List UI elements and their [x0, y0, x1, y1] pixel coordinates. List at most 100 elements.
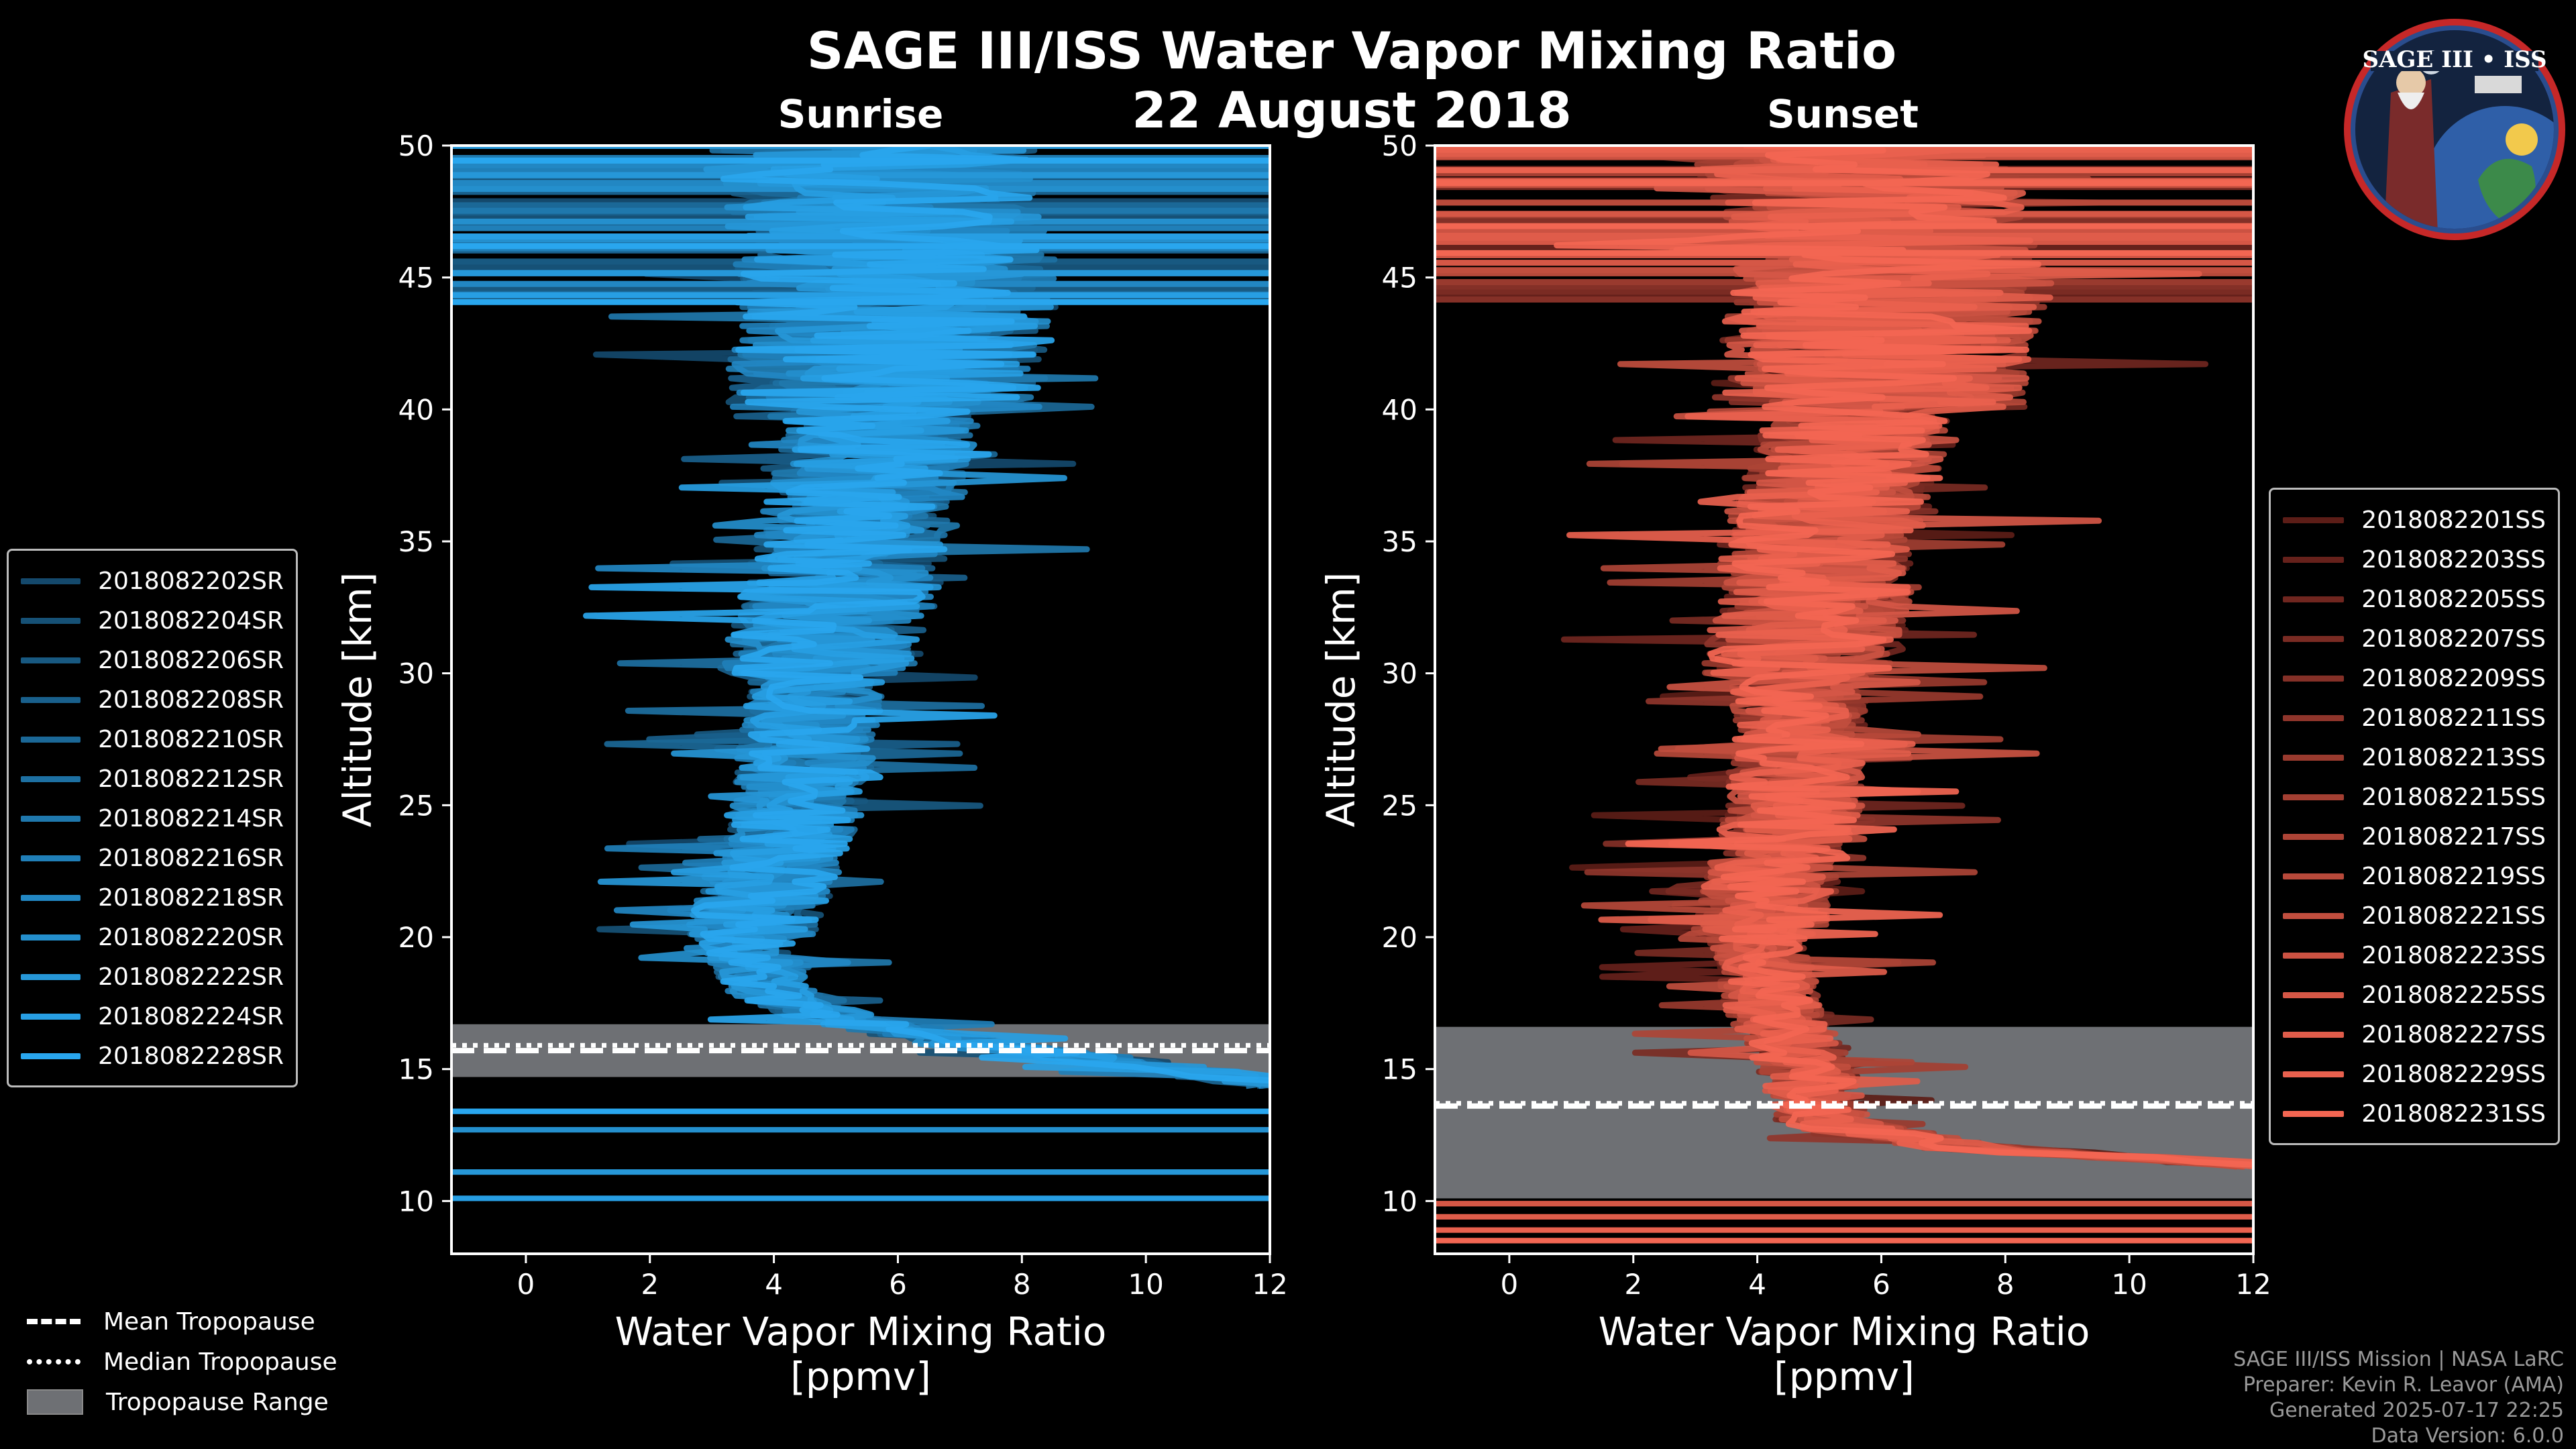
legend-swatch [2283, 676, 2345, 682]
legend-swatch [2283, 596, 2345, 602]
legend-item: 2018082211SS [2283, 698, 2546, 738]
y-tick-label: 20 [1382, 921, 1417, 954]
legend-item: 2018082205SS [2283, 580, 2546, 619]
chart-title: SAGE III/ISS Water Vapor Mixing Ratio [807, 21, 1897, 80]
legend-label: 2018082216SR [98, 845, 284, 872]
y-tick-label: 50 [398, 129, 434, 162]
plot-area [451, 146, 1270, 1201]
legend-swatch [2283, 913, 2345, 919]
legend-item: 2018082210SR [21, 720, 284, 759]
panel-title: Sunrise [778, 91, 944, 137]
legend-swatch [21, 697, 81, 703]
credit-line: Data Version: 6.0.0 [2371, 1424, 2564, 1448]
trop-legend-swatch [27, 1389, 83, 1415]
legend-label: 2018082222SR [98, 963, 284, 991]
legend-label: 2018082211SS [2361, 704, 2546, 732]
panel-sunrise: Sunrise 0 2 4 6 8 10 12 10 15 20 25 30 35 40 45 50 Water … [335, 91, 1288, 1399]
y-tick-label: 30 [398, 657, 434, 690]
credit-line: Preparer: Kevin R. Leavor (AMA) [2243, 1373, 2564, 1397]
legend-swatch [21, 934, 81, 941]
legend-label: 2018082212SR [98, 765, 284, 793]
trop-legend-item-mean: Mean Tropopause [27, 1301, 337, 1342]
legend-item: 2018082222SR [21, 957, 284, 997]
credits-block: SAGE III/ISS Mission | NASA LaRC Prepare… [2233, 1347, 2564, 1449]
legend-item: 2018082228SR [21, 1036, 284, 1076]
legend-label: 2018082231SS [2361, 1100, 2546, 1128]
legend-item: 2018082202SR [21, 561, 284, 601]
y-tick-label: 25 [1382, 789, 1417, 822]
y-tick-label: 25 [398, 789, 434, 822]
x-tick-label: 12 [2235, 1268, 2271, 1301]
legend-label: 2018082205SS [2361, 586, 2546, 613]
legend-item: 2018082207SS [2283, 619, 2546, 659]
y-tick-label: 10 [1382, 1185, 1417, 1218]
y-tick-label: 20 [398, 921, 434, 954]
credit-line: Generated 2025-07-17 22:25 [2269, 1399, 2564, 1422]
legend-swatch [2283, 873, 2345, 879]
legend-label: 2018082213SS [2361, 744, 2546, 771]
tropopause-legend: Mean Tropopause Median Tropopause Tropopau… [27, 1301, 337, 1422]
legend-item: 2018082214SR [21, 799, 284, 839]
y-axis-label: Altitude [km] [1318, 572, 1364, 827]
legend-swatch [2283, 715, 2345, 721]
legend-label: 2018082217SS [2361, 823, 2546, 851]
legend-swatch [21, 855, 81, 861]
x-tick-label: 12 [1252, 1268, 1287, 1301]
legend-label: 2018082202SR [98, 568, 284, 595]
legend-label: 2018082204SR [98, 607, 284, 635]
x-tick-label: 4 [1748, 1268, 1766, 1301]
x-axis-units: [ppmv] [790, 1354, 931, 1399]
legend-swatch [2283, 636, 2345, 642]
legend-swatch [2283, 794, 2345, 800]
profile-line-2018082231SS [1554, 146, 2253, 1168]
legend-item: 2018082218SR [21, 878, 284, 918]
legend-label: 2018082203SS [2361, 546, 2546, 574]
legend-swatch [21, 776, 81, 782]
legend-swatch [2283, 517, 2345, 523]
x-tick-label: 10 [2111, 1268, 2147, 1301]
sunset-legend: 2018082201SS 2018082203SS 2018082205SS 2018… [2269, 488, 2560, 1145]
legend-swatch [2283, 834, 2345, 840]
legend-swatch [21, 1053, 81, 1059]
axes-frame [1434, 144, 2255, 1255]
legend-item: 2018082201SS [2283, 500, 2546, 540]
trop-legend-swatch [27, 1359, 80, 1364]
legend-item: 2018082219SS [2283, 857, 2546, 896]
legend-item: 2018082206SR [21, 641, 284, 680]
legend-swatch [2283, 992, 2345, 998]
y-tick-label: 15 [398, 1053, 434, 1086]
legend-item: 2018082203SS [2283, 540, 2546, 580]
legend-item: 2018082217SS [2283, 817, 2546, 857]
x-tick-label: 10 [1128, 1268, 1163, 1301]
legend-label: 2018082229SS [2361, 1061, 2546, 1088]
legend-item: 2018082229SS [2283, 1055, 2546, 1094]
legend-label: 2018082206SR [98, 647, 284, 674]
x-tick-label: 4 [765, 1268, 783, 1301]
legend-swatch [2283, 1032, 2345, 1038]
legend-label: 2018082208SR [98, 686, 284, 714]
legend-item: 2018082221SS [2283, 896, 2546, 936]
legend-item: 2018082220SR [21, 918, 284, 957]
y-axis-label: Altitude [km] [335, 572, 380, 827]
axes-frame [450, 144, 1271, 1255]
legend-label: 2018082215SS [2361, 784, 2546, 811]
legend-item: 2018082224SR [21, 997, 284, 1036]
x-tick-label: 8 [1013, 1268, 1031, 1301]
x-tick-label: 0 [1501, 1268, 1519, 1301]
x-axis-units: [ppmv] [1774, 1354, 1915, 1399]
y-tick-label: 35 [1382, 525, 1417, 558]
legend-label: 2018082201SS [2361, 506, 2546, 534]
y-tick-label: 15 [1382, 1053, 1417, 1086]
legend-item: 2018082208SR [21, 680, 284, 720]
trop-legend-item-range: Tropopause Range [27, 1382, 337, 1422]
sage-iii-iss-logo: SAGE III • ISS [2344, 19, 2565, 240]
legend-swatch [2283, 953, 2345, 959]
legend-label: 2018082227SS [2361, 1021, 2546, 1049]
legend-label: 2018082224SR [98, 1003, 284, 1030]
legend-label: 2018082221SS [2361, 902, 2546, 930]
logo-text: SAGE III • ISS [2362, 46, 2546, 73]
y-tick-label: 45 [398, 262, 434, 294]
trop-legend-label: Median Tropopause [103, 1348, 337, 1376]
